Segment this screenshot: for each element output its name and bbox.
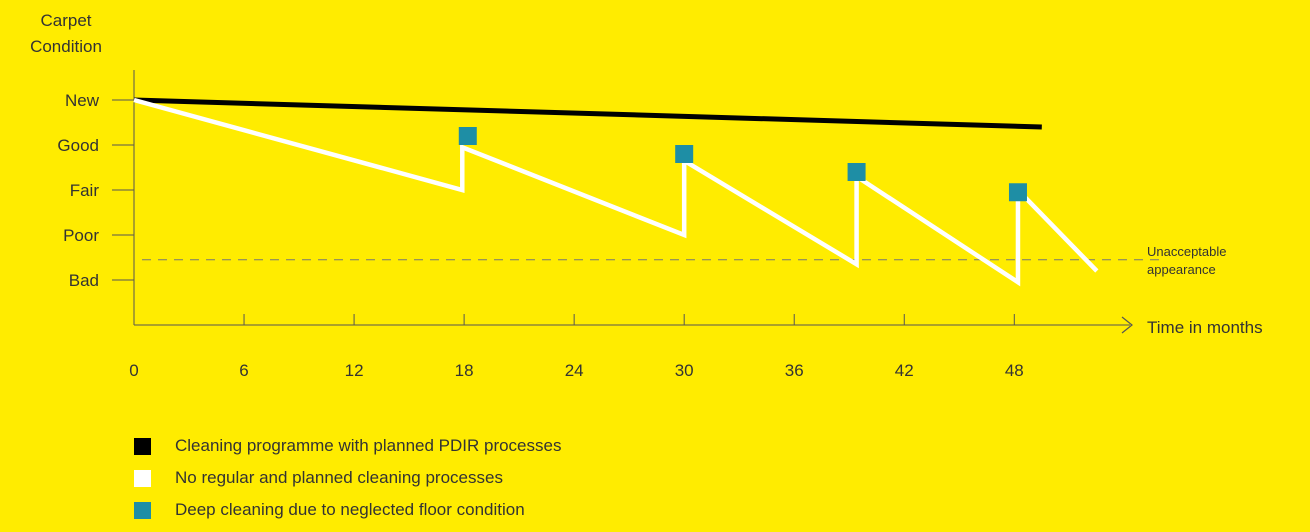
legend-item-deep-cleaning: Deep cleaning due to neglected floor con…	[134, 494, 561, 526]
deep-cleaning-markers	[458, 127, 1027, 202]
legend-label-no-cleaning: No regular and planned cleaning processe…	[175, 468, 503, 487]
series-line-none	[133, 97, 1099, 287]
series-line-pdir	[133, 97, 1042, 130]
x-tick-label: 12	[345, 361, 364, 380]
legend-swatch-pdir	[134, 437, 151, 455]
chart: Carpet Condition Time in months New Good Fa…	[30, 11, 1263, 380]
threshold: Unacceptable appearance	[142, 244, 1227, 277]
y-tick-label: Poor	[63, 226, 99, 245]
x-axis-title: Time in months	[1147, 318, 1263, 337]
x-ticks: 0 6 12 18 24 30 36 42 48	[129, 314, 1024, 380]
threshold-label-line: Unacceptable	[1147, 244, 1227, 259]
y-tick-label: Bad	[69, 271, 99, 290]
legend-item-pdir: Cleaning programme with planned PDIR pro…	[134, 430, 561, 462]
y-ticks: New Good Fair Poor Bad	[57, 91, 134, 290]
deep-cleaning-marker	[675, 145, 694, 163]
x-axis-arrow	[1121, 316, 1133, 334]
x-tick-label: 24	[565, 361, 584, 380]
axes: Time in months	[133, 70, 1263, 337]
x-tick-label: 42	[895, 361, 914, 380]
y-tick-label: Fair	[70, 181, 100, 200]
x-tick-label: 36	[785, 361, 804, 380]
series-lines	[133, 97, 1099, 287]
y-axis-title: Carpet Condition	[30, 11, 102, 56]
legend-label-deep-cleaning: Deep cleaning due to neglected floor con…	[175, 500, 525, 519]
x-tick-label: 0	[129, 361, 138, 380]
deep-cleaning-marker	[847, 163, 866, 181]
legend-label-pdir: Cleaning programme with planned PDIR pro…	[175, 436, 562, 455]
x-tick-label: 30	[675, 361, 694, 380]
threshold-label-line: appearance	[1147, 262, 1216, 277]
legend-item-no-cleaning: No regular and planned cleaning processe…	[134, 462, 561, 494]
y-tick-label: Good	[57, 136, 99, 155]
y-axis-title-line: Carpet	[40, 11, 91, 30]
legend: Cleaning programme with planned PDIR pro…	[134, 430, 561, 526]
x-tick-label: 48	[1005, 361, 1024, 380]
deep-cleaning-marker	[458, 127, 477, 145]
x-tick-label: 6	[239, 361, 248, 380]
y-axis-title-line: Condition	[30, 37, 102, 56]
legend-swatch-no-cleaning	[134, 469, 151, 487]
x-tick-label: 18	[455, 361, 474, 380]
deep-cleaning-marker	[1008, 183, 1027, 202]
y-tick-label: New	[65, 91, 100, 110]
legend-swatch-deep-cleaning	[134, 501, 151, 519]
